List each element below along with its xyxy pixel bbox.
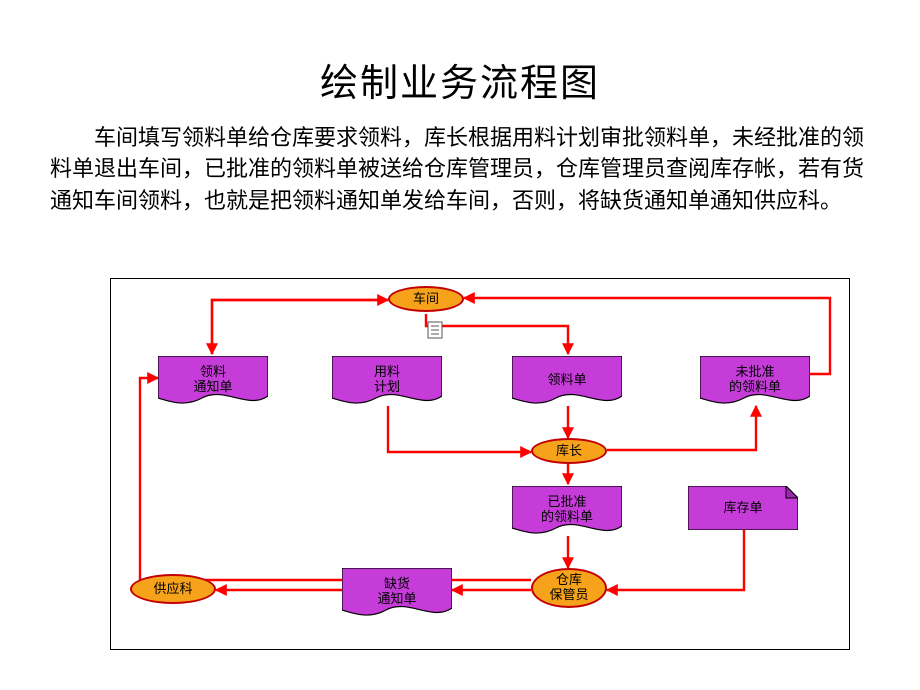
node-label-stock: 库存单 (719, 501, 766, 516)
node-layer: 车间库长仓库 保管员 供应科 领料 通知单 用料 计划 领料单 未批准 的领料单已批准 的… (110, 278, 850, 650)
node-plan: 用料 计划 (332, 356, 442, 404)
node-notice: 领料 通知单 (158, 356, 268, 404)
node-supply: 供应科 (130, 574, 216, 604)
node-label-keeper: 仓库 保管员 (545, 573, 592, 603)
node-label-plan: 用料 计划 (370, 365, 404, 395)
node-label-kuzhang: 库长 (552, 444, 586, 459)
node-workshop: 车间 (388, 286, 464, 312)
node-label-reqform: 领料单 (543, 373, 590, 388)
node-shortage: 缺货 通知单 (342, 568, 452, 616)
node-keeper: 仓库 保管员 (531, 568, 607, 608)
flowchart: 车间库长仓库 保管员 供应科 领料 通知单 用料 计划 领料单 未批准 的领料单已批准 的… (110, 278, 850, 650)
node-kuzhang: 库长 (531, 438, 607, 464)
node-label-shortage: 缺货 通知单 (373, 577, 420, 607)
node-rejected: 未批准 的领料单 (700, 356, 810, 404)
node-label-workshop: 车间 (409, 292, 443, 307)
node-approved: 已批准 的领料单 (512, 486, 622, 534)
node-stock: 库存单 (688, 486, 798, 530)
description-paragraph: 车间填写领料单给仓库要求领料，库长根据用料计划审批领料单，未经批准的领料单退出车… (50, 122, 870, 216)
node-label-approved: 已批准 的领料单 (537, 495, 597, 525)
node-label-supply: 供应科 (149, 582, 196, 597)
node-label-rejected: 未批准 的领料单 (725, 365, 785, 395)
node-reqform: 领料单 (512, 356, 622, 404)
page-title: 绘制业务流程图 (0, 52, 920, 107)
node-label-notice: 领料 通知单 (189, 365, 236, 395)
slide: 绘制业务流程图 车间填写领料单给仓库要求领料，库长根据用料计划审批领料单，未经批… (0, 0, 920, 690)
